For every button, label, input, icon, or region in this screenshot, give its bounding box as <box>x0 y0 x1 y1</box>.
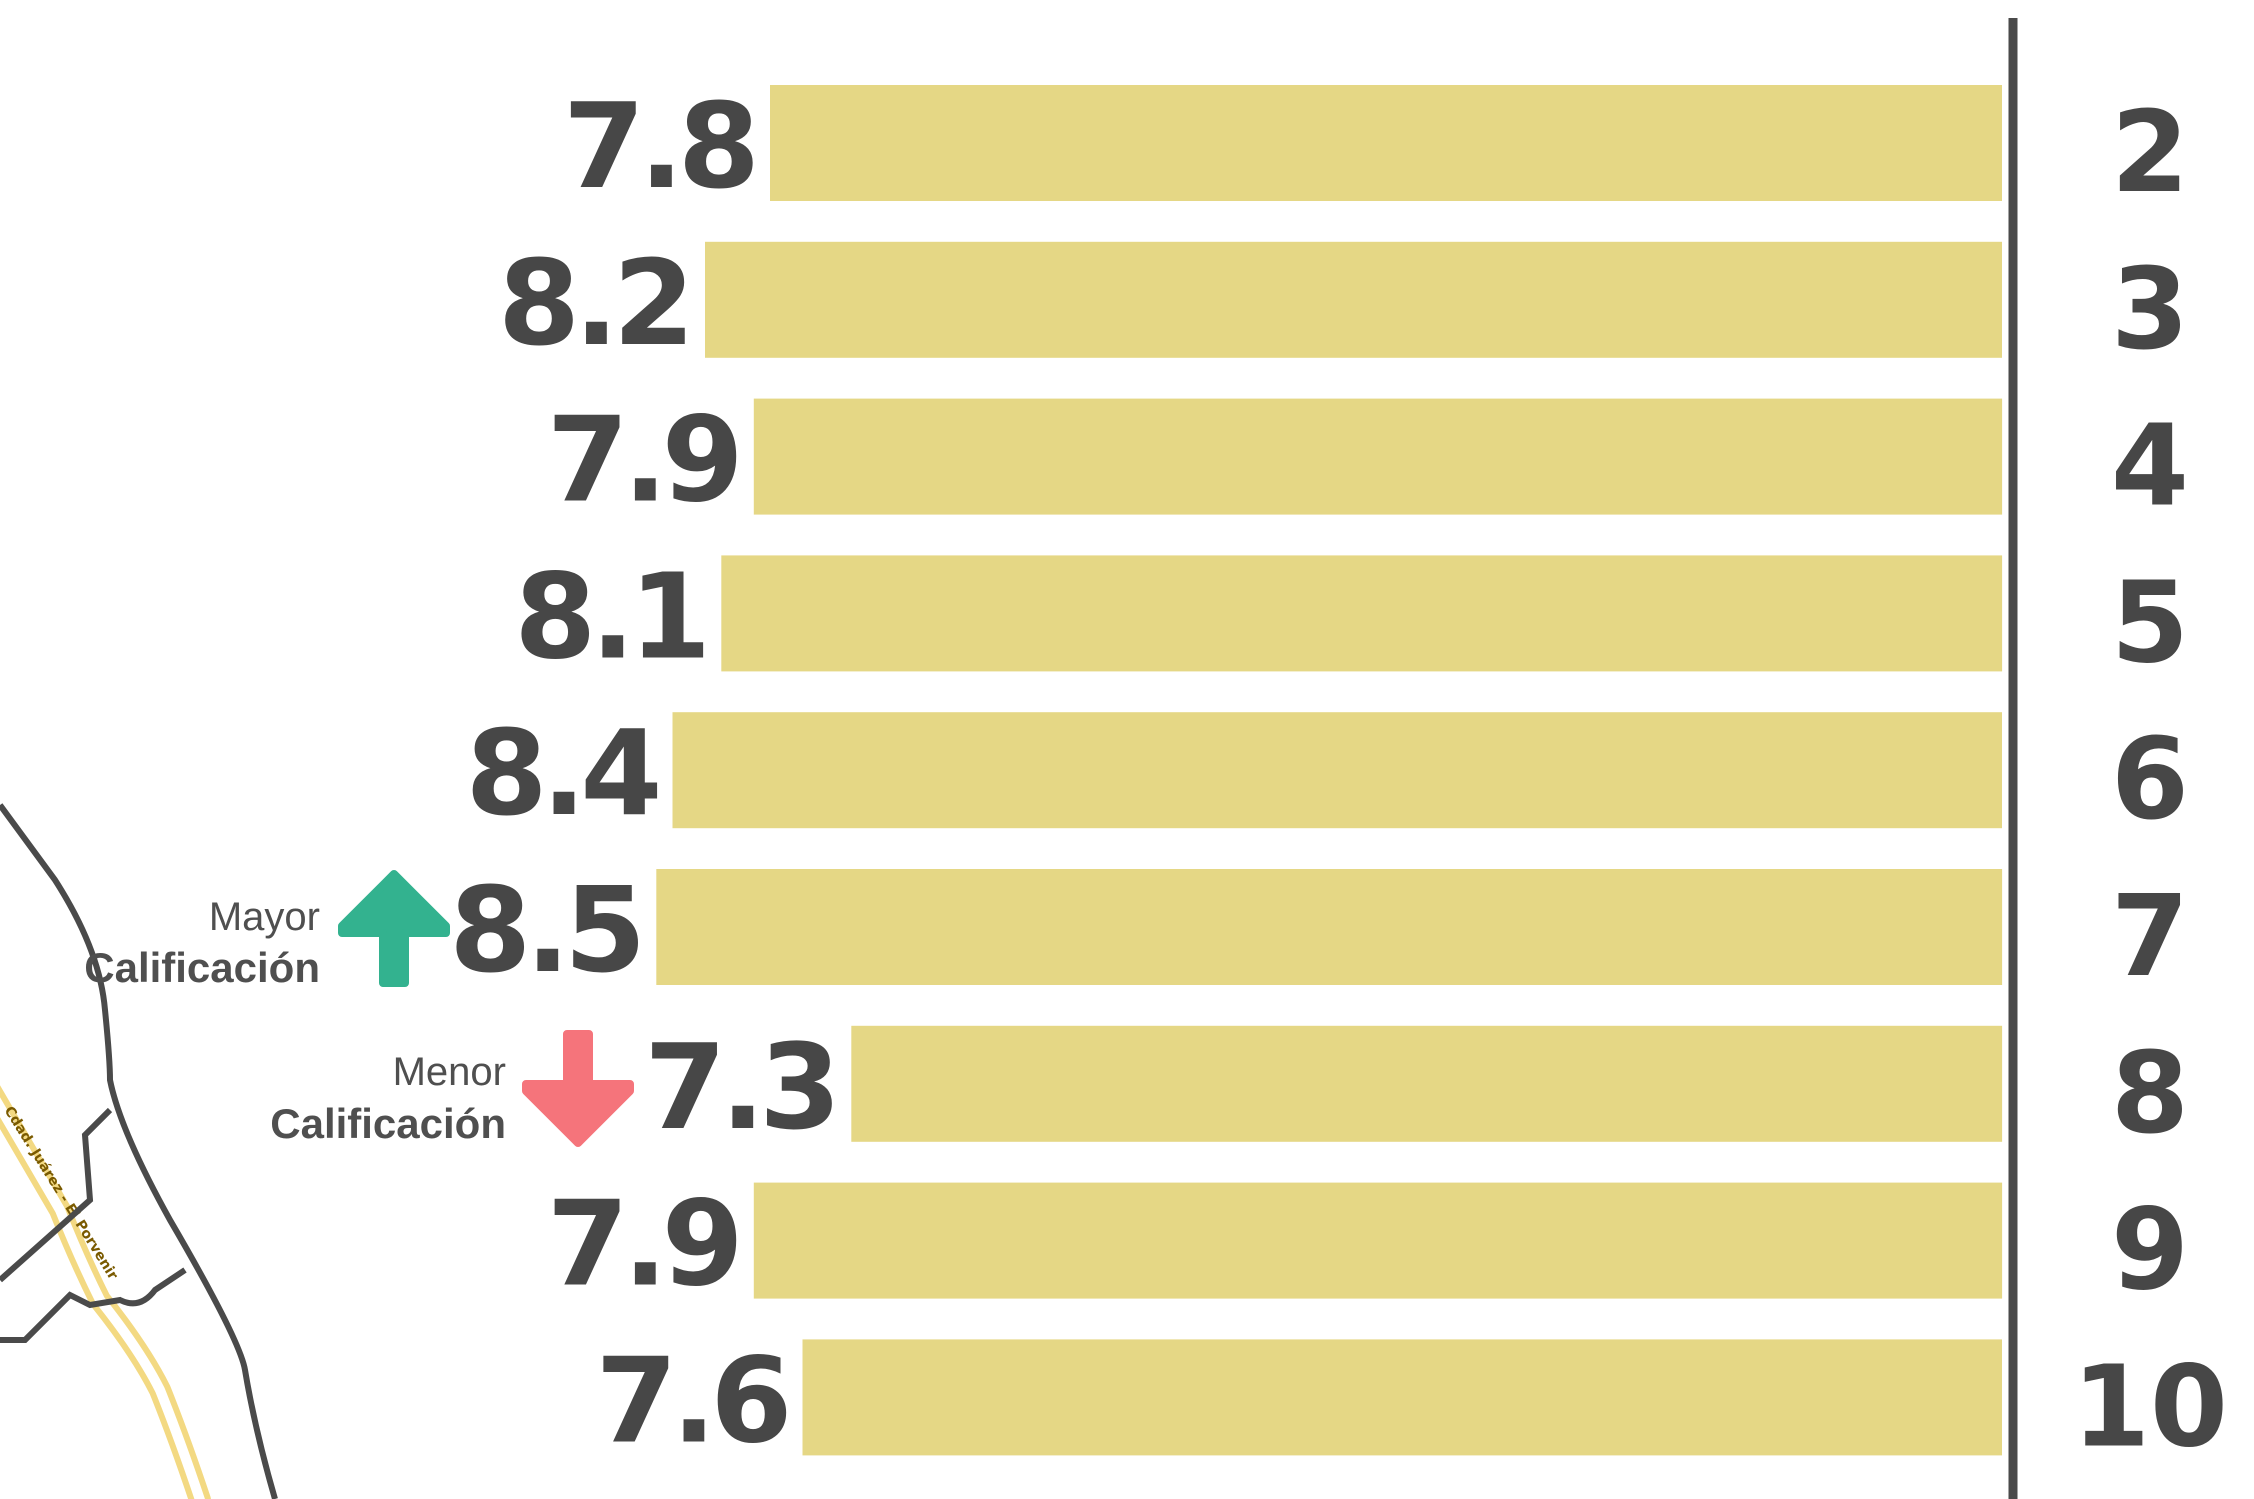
arrow-down-icon <box>522 1030 634 1147</box>
bars-group <box>656 85 2003 1456</box>
legend-max-top: Mayor <box>209 895 320 939</box>
road-label: Cdad. Juárez - El Porvenir <box>1 1104 121 1283</box>
legend-min: Menor Calificación <box>270 1030 634 1147</box>
category-label-4: 4 <box>2111 402 2189 532</box>
map-boundary-main <box>0 803 278 1499</box>
bar-8 <box>851 1025 2003 1142</box>
legend-max: Mayor Calificación <box>84 870 450 991</box>
value-label-7: 8.5 <box>449 861 640 999</box>
value-label-5: 8.1 <box>514 547 705 685</box>
category-labels-group: 2 3 4 5 6 7 8 9 10 <box>2072 88 2228 1472</box>
legend-max-bottom: Calificación <box>84 944 320 991</box>
value-label-2: 7.8 <box>563 77 754 215</box>
value-label-9: 7.9 <box>547 1175 738 1313</box>
category-label-10: 10 <box>2072 1342 2228 1472</box>
value-labels-group: 7.8 8.2 7.9 8.1 8.4 8.57.3 7.9 7.6 <box>449 77 841 1469</box>
bar-7 <box>656 869 2003 985</box>
bar-3 <box>705 241 2002 358</box>
bar-6 <box>672 712 2002 829</box>
legend-min-bottom: Calificación <box>270 1100 506 1147</box>
map-boundary-branch-1 <box>0 1107 113 1283</box>
bar-10 <box>802 1339 2002 1456</box>
category-label-8: 8 <box>2111 1029 2189 1159</box>
value-label-10: 7.6 <box>595 1331 786 1469</box>
map-boundary-branch-2 <box>0 1267 187 1343</box>
category-label-6: 6 <box>2111 715 2189 845</box>
bar-9 <box>753 1182 2003 1299</box>
category-label-3: 3 <box>2111 245 2189 375</box>
category-label-5: 5 <box>2111 558 2189 688</box>
bar-2 <box>770 85 2002 201</box>
map-road-core <box>0 1097 205 1499</box>
category-label-2: 2 <box>2111 88 2189 218</box>
value-label-8: 7.3 <box>644 1018 835 1156</box>
legend-min-top: Menor <box>393 1050 506 1094</box>
value-label-3: 8.2 <box>498 234 689 372</box>
category-label-7: 7 <box>2111 872 2189 1002</box>
arrow-up-icon <box>338 870 450 987</box>
bar-5 <box>721 555 2003 672</box>
bar-4 <box>753 398 2003 515</box>
value-label-4: 7.9 <box>547 391 738 529</box>
value-label-6: 8.4 <box>465 704 657 842</box>
category-label-9: 9 <box>2111 1186 2189 1316</box>
